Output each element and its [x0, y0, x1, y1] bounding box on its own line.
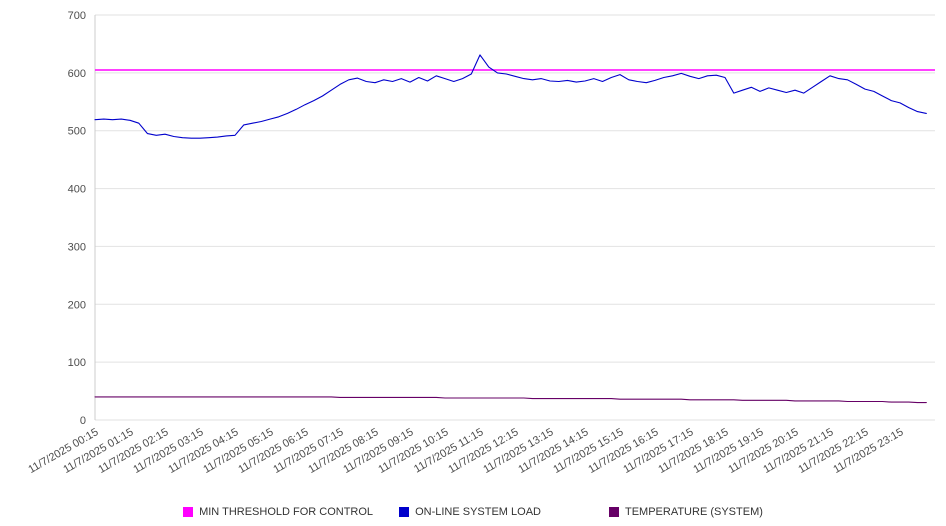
chart-legend: MIN THRESHOLD FOR CONTROL ON-LINE SYSTEM… — [0, 506, 946, 518]
legend-item-system-load[interactable]: ON-LINE SYSTEM LOAD — [399, 506, 541, 518]
y-tick-label: 100 — [68, 357, 86, 369]
y-tick-label: 0 — [80, 415, 86, 427]
legend-swatch-min-threshold — [183, 507, 194, 517]
y-tick-label: 200 — [68, 299, 86, 311]
legend-swatch-system-load — [399, 507, 410, 517]
y-tick-label: 700 — [68, 10, 86, 22]
legend-label-system-load: ON-LINE SYSTEM LOAD — [415, 506, 541, 518]
legend-label-min-threshold: MIN THRESHOLD FOR CONTROL — [199, 506, 374, 518]
y-tick-label: 500 — [68, 126, 86, 138]
legend-item-min-threshold[interactable]: MIN THRESHOLD FOR CONTROL — [183, 506, 373, 518]
y-tick-label: 400 — [68, 184, 86, 196]
y-tick-label: 600 — [68, 68, 86, 80]
legend-item-temperature[interactable]: TEMPERATURE (SYSTEM) — [608, 506, 763, 518]
legend-swatch-temperature — [608, 507, 619, 517]
series-line-1 — [94, 54, 927, 139]
y-tick-label: 300 — [68, 241, 86, 253]
series-line-2 — [94, 396, 927, 404]
legend-label-temperature: TEMPERATURE (SYSTEM) — [624, 506, 763, 518]
